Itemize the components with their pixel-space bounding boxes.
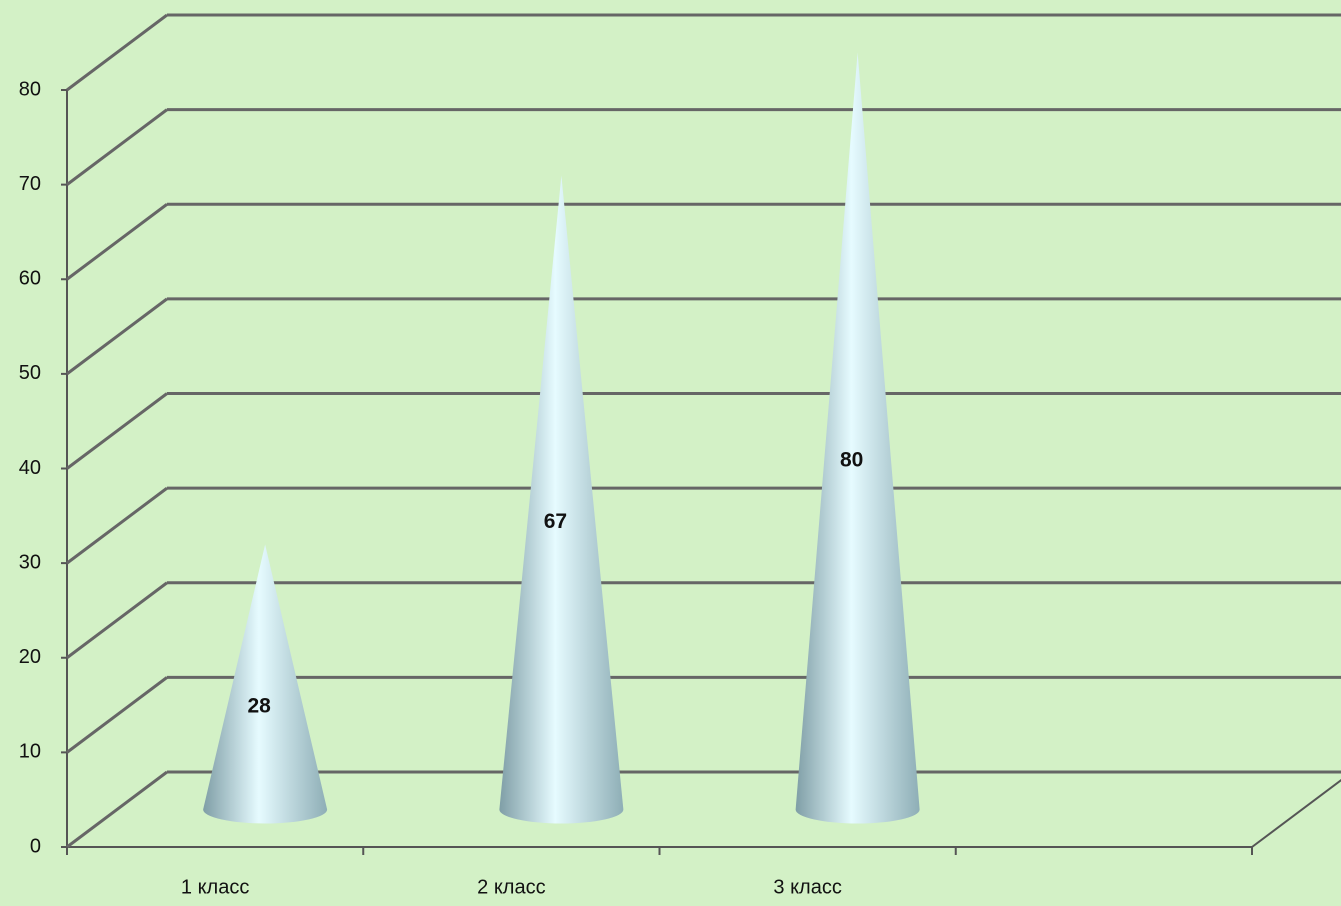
grid-line bbox=[66, 108, 168, 186]
y-tick-label: 10 bbox=[19, 741, 41, 763]
y-tick-label: 80 bbox=[19, 78, 41, 100]
cone bbox=[203, 544, 328, 824]
grid-line bbox=[66, 297, 168, 376]
floor-edge bbox=[1251, 779, 1341, 848]
grid-line bbox=[66, 770, 168, 849]
y-tick-label: 40 bbox=[19, 457, 41, 479]
value-label: 28 bbox=[247, 695, 271, 718]
cone bbox=[499, 175, 624, 824]
y-tick-label: 0 bbox=[30, 835, 41, 857]
x-tick-label: 1 класс bbox=[181, 876, 249, 898]
x-tick-label: 3 класс bbox=[773, 876, 841, 898]
x-tick-label: 2 класс bbox=[477, 876, 545, 898]
grid-line bbox=[66, 392, 168, 470]
grid-line bbox=[66, 203, 168, 281]
y-tick-label: 20 bbox=[19, 646, 41, 668]
y-tick-label: 30 bbox=[19, 551, 41, 573]
y-tick-label: 50 bbox=[19, 362, 41, 384]
value-label: 80 bbox=[840, 449, 863, 472]
grid-line bbox=[66, 581, 168, 659]
y-tick-label: 70 bbox=[19, 173, 41, 195]
cone bbox=[795, 52, 920, 824]
grid-line bbox=[66, 486, 168, 565]
grid-line bbox=[66, 676, 168, 754]
y-tick-label: 60 bbox=[19, 268, 41, 290]
value-label: 67 bbox=[544, 510, 567, 533]
grid-line bbox=[66, 13, 168, 92]
